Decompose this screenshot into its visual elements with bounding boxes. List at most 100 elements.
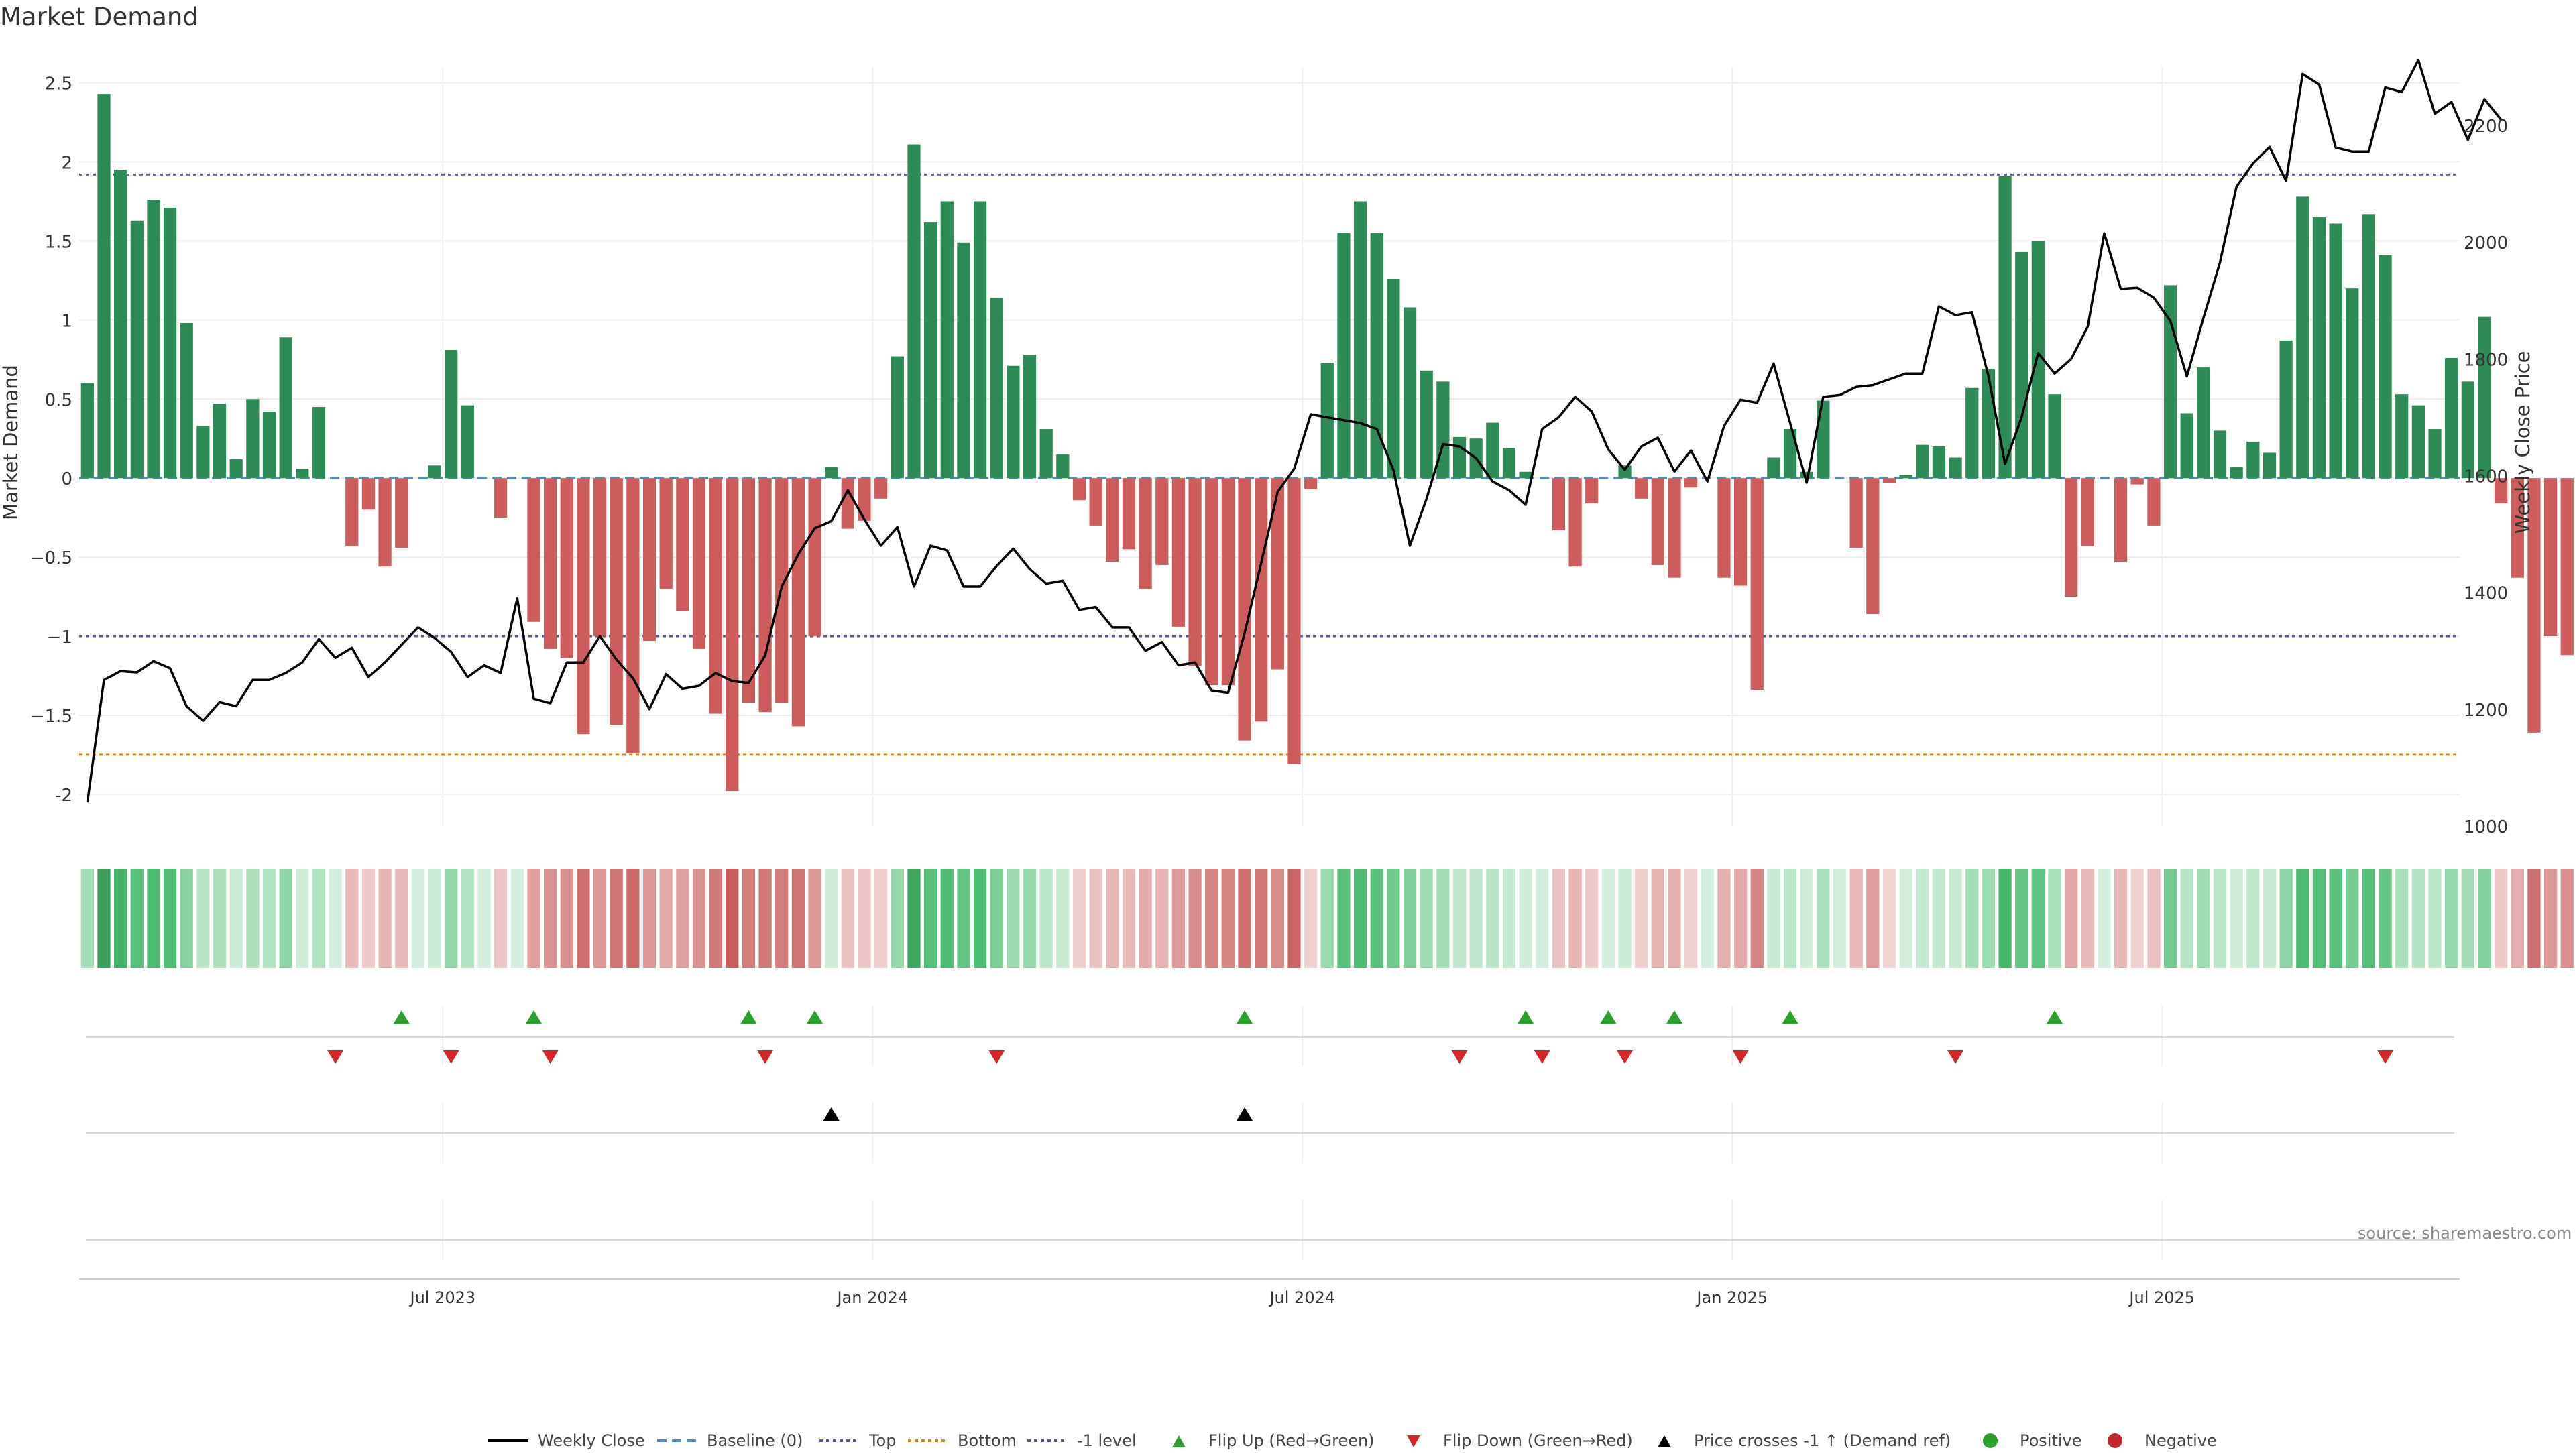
y-tick-label: −1.5 xyxy=(30,707,72,727)
legend-swatch xyxy=(1407,1435,1420,1447)
sign-strip-cell xyxy=(1155,869,1169,968)
sign-strip-cell xyxy=(2197,869,2210,968)
demand-bar xyxy=(2560,478,2574,656)
demand-bar xyxy=(858,478,871,521)
demand-bar xyxy=(1585,478,1599,503)
y2-tick-label: 1000 xyxy=(2464,817,2508,837)
flip-down-marker xyxy=(2377,1050,2394,1064)
sign-strip-cell xyxy=(841,869,854,968)
sign-strip-cell xyxy=(361,869,376,968)
demand-bar xyxy=(213,404,227,479)
sign-strip-cell xyxy=(1750,869,1764,968)
x-tick-label: Jul 2024 xyxy=(1268,1288,1335,1307)
demand-bar xyxy=(1800,471,1813,479)
legend-item-baseline: Baseline (0) xyxy=(657,1429,803,1452)
flip-up-marker xyxy=(525,1010,542,1024)
sign-strip-cell xyxy=(2560,869,2574,968)
sign-strip-cell xyxy=(2048,869,2061,968)
demand-bar xyxy=(577,478,590,735)
flip-up-marker xyxy=(740,1010,757,1024)
demand-bar xyxy=(1635,478,1648,499)
demand-bar xyxy=(808,478,821,636)
sign-strip-cell xyxy=(1635,869,1648,968)
sign-strip-cell xyxy=(1188,869,1202,968)
price-cross-marker xyxy=(823,1107,840,1121)
demand-bar xyxy=(180,323,193,479)
demand-bar xyxy=(1106,478,1119,562)
price-cross-marker xyxy=(1237,1107,1253,1121)
legend-swatch xyxy=(1983,1433,1998,1448)
demand-bar xyxy=(196,426,210,479)
sign-strip-cell xyxy=(1684,869,1698,968)
demand-bar xyxy=(543,478,557,649)
demand-bar xyxy=(1056,454,1070,479)
demand-bar xyxy=(1255,478,1268,722)
demand-bar xyxy=(990,298,1003,479)
flip-markers xyxy=(86,1010,2454,1241)
y-tick-label: 1 xyxy=(61,311,72,331)
demand-bar xyxy=(1849,478,1863,548)
legend-label: Price crosses -1 ↑ (Demand ref) xyxy=(1694,1431,1951,1450)
sign-strip-cell xyxy=(1767,869,1780,968)
demand-bar xyxy=(1668,478,1681,578)
sign-strip-cell xyxy=(1420,869,1433,968)
demand-bar xyxy=(2130,478,2144,485)
sign-strip-cell xyxy=(610,869,623,968)
demand-bar xyxy=(2362,214,2376,479)
demand-bar xyxy=(1089,478,1102,526)
legend-swatch xyxy=(657,1439,697,1442)
y2-tick-label: 1800 xyxy=(2464,350,2508,370)
legend-swatch xyxy=(1027,1439,1068,1442)
demand-bar xyxy=(1899,475,1912,479)
sign-strip-cell xyxy=(1089,869,1102,968)
sign-strip-cell xyxy=(642,869,656,968)
legend-item-negative: Negative xyxy=(2095,1429,2217,1452)
demand-bar xyxy=(841,478,854,529)
sign-strip-cell xyxy=(924,869,937,968)
sign-strip-cell xyxy=(1668,869,1681,968)
legend-swatch xyxy=(1658,1435,1671,1447)
y2-tick-label: 1400 xyxy=(2464,584,2508,604)
weekly-close-series xyxy=(86,58,2502,803)
legend-label: Bottom xyxy=(958,1431,1017,1450)
sign-strip-cell xyxy=(1585,869,1599,968)
flip-up-marker xyxy=(1666,1010,1682,1024)
sign-strip-cell xyxy=(1205,869,1218,968)
demand-bar xyxy=(610,478,623,725)
y2-tick-label: 1600 xyxy=(2464,467,2508,487)
sign-strip-cell xyxy=(1320,869,1334,968)
sign-strip-cell xyxy=(808,869,821,968)
flip-up-marker xyxy=(1600,1010,1617,1024)
demand-bar xyxy=(1023,355,1037,479)
sign-strip-cell xyxy=(494,869,508,968)
sign-strip-cell xyxy=(577,869,590,968)
y-tick-label: 1.5 xyxy=(45,232,72,252)
sign-strip-cell xyxy=(1849,869,1863,968)
demand-bar xyxy=(1733,478,1748,586)
sign-strip-cell xyxy=(2065,869,2078,968)
demand-bar xyxy=(2379,255,2392,479)
demand-bar xyxy=(494,478,508,518)
demand-bar xyxy=(2015,251,2028,479)
y-axis-label: Market Demand xyxy=(0,365,22,520)
demand-bar xyxy=(1684,478,1698,488)
sign-strip-cell xyxy=(1568,869,1582,968)
legend-label: Weekly Close xyxy=(538,1431,645,1450)
sign-strip-cell xyxy=(825,869,838,968)
sign-strip-cell xyxy=(312,869,326,968)
sign-strip-cell xyxy=(1833,869,1847,968)
demand-bar xyxy=(2081,478,2094,546)
sign-strip-cell xyxy=(2163,869,2177,968)
sign-strip-cell xyxy=(213,869,227,968)
demand-bar xyxy=(1452,436,1467,479)
sign-strip-cell xyxy=(907,869,921,968)
sign-strip-cell xyxy=(1171,869,1186,968)
demand-bar xyxy=(692,478,706,649)
sign-strip-cell xyxy=(891,869,904,968)
sign-strip-cell xyxy=(1387,869,1400,968)
demand-bar xyxy=(907,144,921,479)
demand-bar xyxy=(1007,365,1020,479)
sign-strip-cell xyxy=(329,869,342,968)
flip-up-marker xyxy=(1237,1010,1253,1024)
demand-bar xyxy=(1486,422,1499,479)
